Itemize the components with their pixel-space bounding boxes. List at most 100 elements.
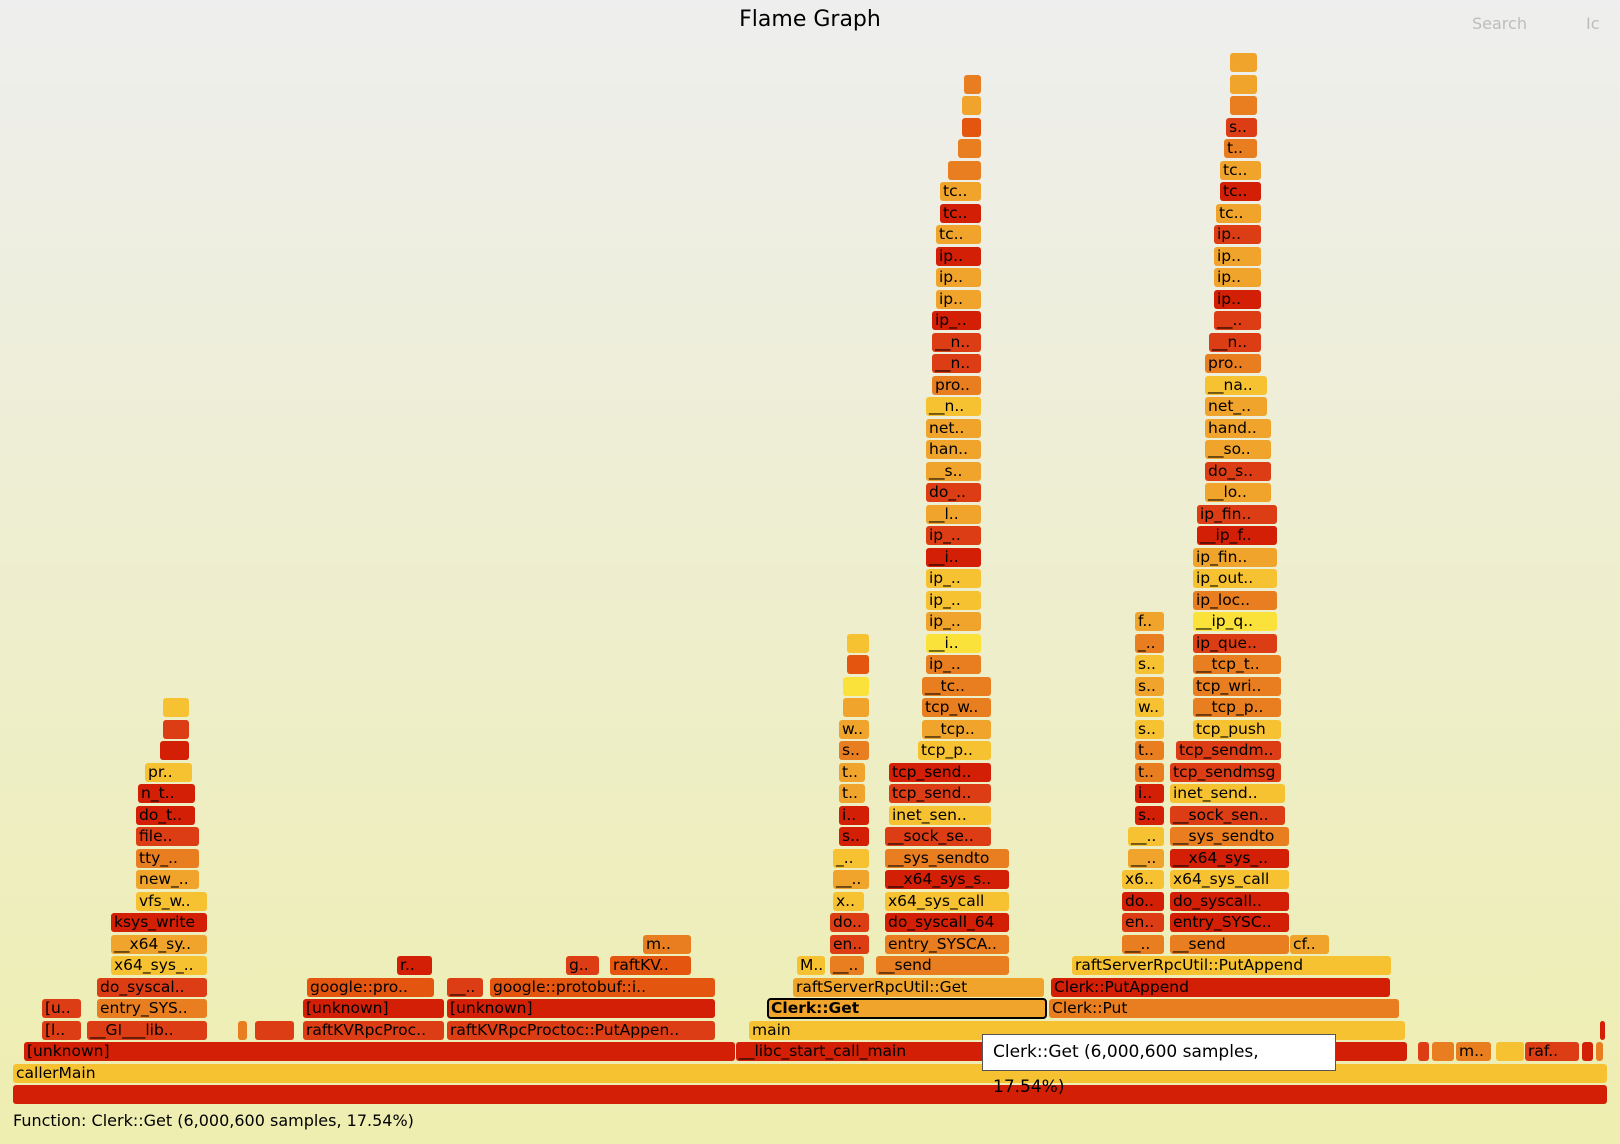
flame-frame[interactable]: google::pro.. [307,977,434,997]
flame-frame[interactable] [160,741,189,760]
flame-frame[interactable]: __s.. [926,461,981,481]
flame-frame[interactable]: s.. [839,741,869,760]
flame-frame[interactable]: hand.. [1205,418,1271,438]
flame-frame[interactable]: g.. [566,956,599,975]
flame-frame[interactable]: ip_.. [926,655,981,674]
flame-frame[interactable]: __n.. [1209,332,1261,352]
flame-frame[interactable]: new_.. [136,870,199,889]
flame-frame[interactable]: tc.. [940,182,981,201]
flame-frame[interactable]: ip_que.. [1193,633,1277,653]
flame-frame[interactable]: callerMain [13,1063,1607,1083]
flame-frame[interactable]: ip.. [936,289,981,309]
flame-frame[interactable]: __.. [1128,827,1164,846]
flame-frame[interactable]: do_.. [926,483,981,502]
flame-frame[interactable]: entry_SYS.. [97,999,207,1018]
ignore-case-toggle[interactable]: Ic [1586,14,1600,33]
flame-frame[interactable]: ip_.. [926,590,981,610]
flame-frame[interactable]: Clerk::Get [767,998,1047,1019]
flame-frame[interactable]: entry_SYSCA.. [885,934,1009,954]
flame-frame[interactable]: en.. [1122,913,1164,932]
flame-frame[interactable]: s.. [1135,719,1164,739]
flame-frame[interactable]: __.. [447,977,483,997]
flame-frame[interactable]: net_.. [1205,397,1267,416]
flame-frame[interactable]: __n.. [926,397,981,416]
flame-frame[interactable]: tcp_push [1193,719,1281,739]
flame-frame[interactable]: raftServerRpcUtil::Get [793,977,1044,997]
flame-frame[interactable]: __send [1170,934,1289,954]
flame-frame[interactable] [163,698,189,717]
flame-frame[interactable]: s.. [1226,117,1257,137]
flame-frame[interactable]: __.. [830,956,864,975]
flame-frame[interactable]: ksys_write [111,913,207,932]
flame-frame[interactable]: ip.. [1214,225,1261,244]
flame-frame[interactable]: do_syscall_64 [885,913,1009,932]
flame-frame[interactable]: __ip_f.. [1197,526,1277,545]
flame-frame[interactable]: __so.. [1205,440,1271,459]
flame-frame[interactable]: __sys_sendto [1170,827,1289,846]
flame-frame[interactable]: tc.. [1216,203,1261,223]
flame-frame[interactable] [163,719,189,739]
flame-frame[interactable]: raftKV.. [610,956,691,975]
flame-frame[interactable]: M.. [797,956,825,975]
flame-frame[interactable]: __.. [1214,311,1261,330]
flame-frame[interactable]: _.. [833,848,869,868]
flame-frame[interactable]: s.. [1135,655,1164,674]
flame-frame[interactable]: __i.. [926,633,981,653]
flame-frame[interactable]: raftServerRpcUtil::PutAppend [1072,956,1391,975]
flame-frame[interactable]: __x64_sy.. [111,934,207,954]
flame-frame[interactable]: ip_fin.. [1193,547,1277,567]
flame-frame[interactable]: ip.. [1214,268,1261,287]
flame-frame[interactable]: __l.. [926,504,981,524]
flame-frame[interactable]: inet_send.. [1170,784,1285,803]
flame-frame[interactable] [847,655,869,674]
flame-frame[interactable]: s.. [839,827,869,846]
flame-frame[interactable]: __sys_sendto [885,848,1009,868]
flame-frame[interactable]: Clerk::Put [1049,999,1399,1018]
flame-frame[interactable]: tcp_send.. [889,784,991,803]
flame-frame[interactable]: i.. [839,805,869,825]
flame-frame[interactable] [948,160,981,180]
flame-frame[interactable]: __lo.. [1205,483,1271,502]
flame-frame[interactable]: t.. [1135,741,1164,760]
flame-frame[interactable] [13,1085,1607,1104]
flame-frame[interactable]: raftKVRpcProc.. [303,1020,444,1040]
flame-frame[interactable]: pro.. [932,375,981,395]
flame-frame[interactable]: __n.. [932,354,981,373]
flame-frame[interactable]: tty_.. [136,848,199,868]
flame-frame[interactable]: __i.. [926,547,981,567]
flame-frame[interactable] [1230,74,1257,94]
flame-frame[interactable] [962,117,981,137]
flame-frame[interactable]: en.. [830,934,869,954]
flame-frame[interactable]: do_syscal.. [97,977,207,997]
flame-frame[interactable]: tcp_sendmsg [1170,762,1281,782]
flame-frame[interactable]: t.. [839,784,865,803]
flame-frame[interactable]: [unknown] [447,999,715,1018]
flame-frame[interactable]: r.. [397,956,432,975]
flame-frame[interactable]: ip_loc.. [1193,590,1277,610]
flame-frame[interactable] [1230,53,1257,72]
flame-frame[interactable]: x64_sys_call [885,891,1009,911]
flame-frame[interactable]: google::protobuf::i.. [490,977,715,997]
flame-frame[interactable] [962,96,981,115]
flame-frame[interactable] [1496,1042,1524,1061]
flame-frame[interactable]: __x64_sys_.. [1170,848,1289,868]
flame-frame[interactable]: __.. [1122,934,1164,954]
flame-frame[interactable]: raftKVRpcProctoc::PutAppen.. [447,1020,715,1040]
flame-frame[interactable]: vfs_w.. [136,891,207,911]
flame-frame[interactable]: [u.. [42,999,81,1018]
flame-frame[interactable]: t.. [1224,139,1257,158]
flame-frame[interactable]: __tc.. [922,676,991,696]
flame-frame[interactable] [1582,1042,1593,1061]
flame-frame[interactable] [1600,1020,1605,1040]
flame-frame[interactable] [847,633,869,653]
flame-frame[interactable]: __send [876,956,1009,975]
flame-frame[interactable]: ip.. [1214,246,1261,266]
flame-frame[interactable]: ip_.. [926,569,981,588]
flame-frame[interactable]: cf.. [1290,934,1329,954]
flame-frame[interactable]: inet_sen.. [889,805,991,825]
flame-frame[interactable] [238,1020,247,1040]
flame-frame[interactable]: ip_out.. [1193,569,1277,588]
flame-frame[interactable]: __GI___lib.. [87,1020,207,1040]
flame-frame[interactable]: f.. [1135,612,1164,631]
flame-frame[interactable]: tcp_wri.. [1193,676,1281,696]
